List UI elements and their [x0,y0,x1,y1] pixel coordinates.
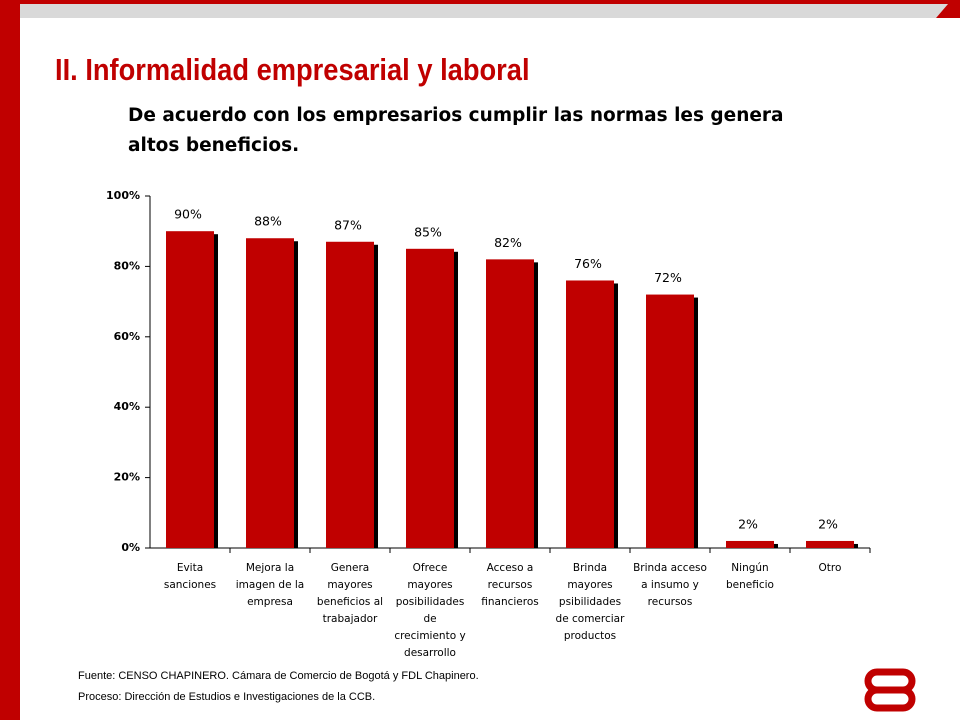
bar [406,248,454,549]
value-label: 88% [254,214,282,229]
left-band [0,0,20,720]
bar [326,241,374,548]
bar [246,238,294,549]
bar [166,231,214,548]
bar [566,280,614,548]
y-tick-label: 100% [106,189,140,202]
value-label: 2% [738,516,758,531]
value-label: 2% [818,516,838,531]
y-tick-label: 80% [114,259,140,272]
x-tick-label: Brinda acceso a insumo y recursos [633,562,707,608]
x-tick-label: Mejora la imagen de la empresa [235,562,305,608]
bar [806,540,854,548]
x-tick-label: Genera mayores beneficios al trabajador [316,562,384,625]
y-tick-label: 0% [121,541,140,554]
value-label: 82% [494,235,522,250]
logo [864,668,916,712]
x-tick-label: Evita sanciones [163,562,217,591]
bar [486,259,534,548]
x-tick-label: Otro [818,562,842,574]
top-corner [936,4,960,18]
bar [726,540,774,548]
footer: Proceso: Dirección de Estudios e Investi… [78,691,376,703]
x-tick-label: Acceso a recursos financieros [481,562,539,608]
y-tick-label: 20% [114,471,140,484]
y-tick-label: 40% [114,400,140,413]
value-label: 87% [334,217,362,232]
value-label: 76% [574,256,602,271]
value-label: 90% [174,207,202,222]
footer: Fuente: CENSO CHAPINERO. Cámara de Comer… [78,670,479,682]
x-tick-label: Ningún beneficio [726,562,774,591]
value-label: 72% [654,270,682,285]
title: II. Informalidad empresarial y laboral [55,52,530,87]
top-band [20,0,960,4]
top-stripe [20,4,948,18]
bar [646,294,694,548]
value-label: 85% [414,224,442,239]
subtitle: De acuerdo con los empresarios cumplir l… [128,105,784,156]
x-tick-label: Ofrece mayores posibilidades de crecimie… [394,562,466,659]
x-tick-label: Brinda mayores psibilidades de comerciar… [555,562,625,642]
y-tick-label: 60% [114,330,140,343]
